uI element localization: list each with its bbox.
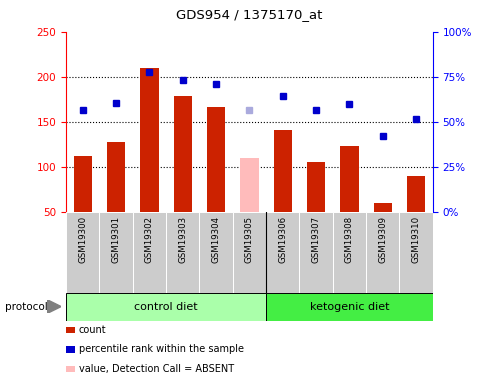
- Bar: [206, 108, 225, 212]
- Bar: [273, 130, 291, 212]
- Bar: [173, 96, 191, 212]
- Bar: [73, 156, 92, 212]
- Text: GDS954 / 1375170_at: GDS954 / 1375170_at: [176, 9, 322, 21]
- Text: GSM19306: GSM19306: [278, 216, 286, 263]
- Bar: [332, 212, 366, 292]
- Bar: [140, 68, 158, 212]
- Bar: [107, 142, 125, 212]
- Bar: [199, 212, 232, 292]
- FancyBboxPatch shape: [265, 292, 432, 321]
- Bar: [340, 146, 358, 212]
- Text: value, Detection Call = ABSENT: value, Detection Call = ABSENT: [79, 364, 233, 374]
- Text: GSM19301: GSM19301: [111, 216, 120, 263]
- Text: GSM19307: GSM19307: [311, 216, 320, 263]
- Bar: [240, 158, 258, 212]
- Polygon shape: [47, 300, 61, 313]
- Bar: [306, 162, 325, 212]
- Bar: [232, 212, 265, 292]
- Bar: [99, 212, 132, 292]
- Bar: [399, 212, 432, 292]
- Bar: [299, 212, 332, 292]
- Text: GSM19305: GSM19305: [244, 216, 253, 263]
- Bar: [66, 212, 99, 292]
- FancyBboxPatch shape: [66, 292, 265, 321]
- Text: percentile rank within the sample: percentile rank within the sample: [79, 345, 243, 354]
- Text: GSM19304: GSM19304: [211, 216, 220, 263]
- Text: ketogenic diet: ketogenic diet: [309, 302, 388, 312]
- Text: control diet: control diet: [134, 302, 198, 312]
- Bar: [366, 212, 399, 292]
- Text: GSM19310: GSM19310: [411, 216, 420, 263]
- Bar: [132, 212, 166, 292]
- Bar: [406, 176, 425, 212]
- Text: GSM19302: GSM19302: [144, 216, 154, 263]
- Bar: [265, 212, 299, 292]
- Text: GSM19309: GSM19309: [378, 216, 386, 263]
- Bar: [373, 203, 391, 212]
- Bar: [166, 212, 199, 292]
- Text: count: count: [79, 325, 106, 335]
- Text: GSM19300: GSM19300: [78, 216, 87, 263]
- Text: protocol: protocol: [5, 302, 47, 312]
- Text: GSM19303: GSM19303: [178, 216, 187, 263]
- Text: GSM19308: GSM19308: [344, 216, 353, 263]
